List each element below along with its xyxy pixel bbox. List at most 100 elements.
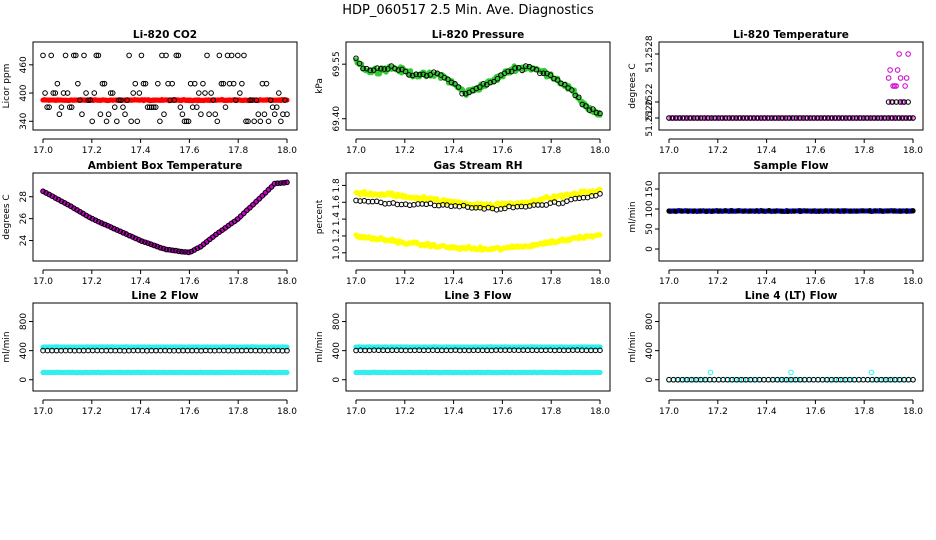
data-point xyxy=(512,65,518,71)
data-point xyxy=(138,52,145,59)
data-point xyxy=(480,81,487,87)
data-point xyxy=(772,115,778,121)
series-line2-avg xyxy=(40,347,290,354)
data-point xyxy=(247,97,253,103)
data-point xyxy=(871,115,877,121)
data-point xyxy=(105,223,111,229)
data-point xyxy=(901,99,908,105)
data-point xyxy=(385,66,391,72)
panel-title-ambient-box-temperature: Ambient Box Temperature xyxy=(88,160,243,172)
x-tick-label: 17.2 xyxy=(395,146,415,156)
data-point xyxy=(459,90,465,97)
data-point xyxy=(243,118,249,125)
data-point xyxy=(210,97,216,103)
data-point xyxy=(150,104,157,110)
x-tick-label: 17.0 xyxy=(33,277,53,287)
data-point xyxy=(101,221,108,228)
data-point xyxy=(193,104,200,110)
x-tick-label: 17.8 xyxy=(228,146,248,156)
data-point xyxy=(255,111,262,118)
data-point xyxy=(99,80,106,87)
data-point xyxy=(123,231,130,237)
x-tick-label: 17.4 xyxy=(757,146,777,156)
panel-title-sample-flow: Sample Flow xyxy=(753,160,828,172)
data-point xyxy=(547,72,554,78)
data-point xyxy=(903,75,910,81)
series-box-temp-avg xyxy=(40,179,290,255)
data-point xyxy=(719,115,725,121)
data-point xyxy=(124,97,130,103)
data-point xyxy=(899,115,906,121)
data-point xyxy=(200,80,206,87)
x-tick-label: 17.2 xyxy=(82,407,102,417)
data-point xyxy=(234,52,241,59)
data-point xyxy=(779,115,785,121)
data-point xyxy=(810,208,816,214)
data-point xyxy=(779,208,785,214)
x-tick-label: 17.2 xyxy=(395,277,415,287)
data-point xyxy=(64,90,71,96)
data-point xyxy=(95,218,102,225)
data-point xyxy=(733,115,739,121)
x-tick-label: 18.0 xyxy=(903,277,923,287)
data-point xyxy=(95,52,102,59)
data-point xyxy=(722,208,728,214)
data-point xyxy=(903,115,909,121)
data-point xyxy=(118,97,124,103)
data-point xyxy=(50,90,57,96)
x-tick-label: 17.4 xyxy=(757,407,777,417)
y-tick-label: 69.55 xyxy=(332,51,342,77)
x-tick-label: 17.0 xyxy=(659,277,679,287)
x-tick-label: 18.0 xyxy=(277,407,297,417)
y-tick-label: 1.2 xyxy=(332,229,342,243)
y-tick-label: 400 xyxy=(645,342,655,359)
y-axis-label: kPa xyxy=(315,78,325,94)
data-point xyxy=(196,90,202,96)
series-line4-avg xyxy=(666,376,916,383)
data-point xyxy=(117,228,124,235)
data-point xyxy=(797,115,803,121)
data-point xyxy=(832,115,839,121)
data-point xyxy=(245,118,251,125)
data-point xyxy=(853,115,860,121)
plot-frame xyxy=(32,41,298,131)
data-point xyxy=(58,198,65,205)
data-point xyxy=(48,52,55,59)
data-point xyxy=(765,115,771,121)
y-tick-label: 1.4 xyxy=(332,212,342,227)
panel-title-line-3-flow: Line 3 Flow xyxy=(444,290,511,302)
data-point xyxy=(685,208,691,214)
data-point xyxy=(597,369,603,376)
data-point xyxy=(271,111,278,118)
data-point xyxy=(691,208,697,214)
data-point xyxy=(708,115,715,121)
data-point xyxy=(155,80,161,87)
data-point xyxy=(694,115,701,121)
data-point xyxy=(282,97,288,103)
data-point xyxy=(135,236,142,243)
data-point xyxy=(132,80,139,87)
data-point xyxy=(120,104,126,110)
data-point xyxy=(680,115,686,121)
series-line3-low-raw xyxy=(353,369,603,376)
data-point xyxy=(807,115,814,121)
data-point xyxy=(188,248,195,255)
x-tick-label: 17.6 xyxy=(805,407,825,417)
data-point xyxy=(176,248,182,255)
data-point xyxy=(864,115,870,121)
data-point xyxy=(134,118,141,125)
data-point xyxy=(804,115,810,121)
data-point xyxy=(241,52,247,59)
y-tick-label: 800 xyxy=(19,313,29,330)
data-point xyxy=(409,72,416,79)
data-point xyxy=(811,115,817,121)
data-point xyxy=(232,97,239,103)
data-point xyxy=(222,104,229,110)
data-point xyxy=(85,97,91,103)
x-tick-label: 17.4 xyxy=(131,146,151,156)
y-tick-label: 800 xyxy=(645,313,655,330)
data-point xyxy=(152,104,159,110)
plot-frame xyxy=(345,302,611,392)
data-point xyxy=(230,80,237,87)
